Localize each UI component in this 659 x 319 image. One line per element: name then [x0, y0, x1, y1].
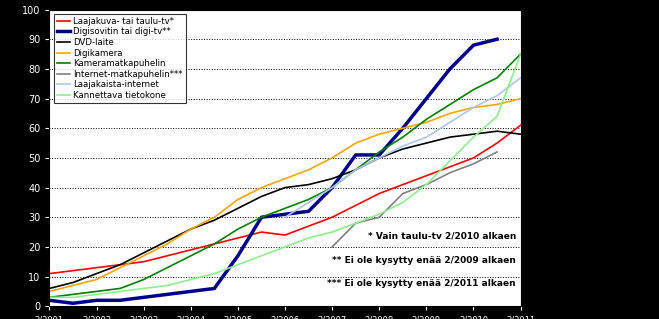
Text: *** Ei ole kysytty enää 2/2011 alkaen: *** Ei ole kysytty enää 2/2011 alkaen	[328, 279, 516, 288]
Text: ** Ei ole kysytty enää 2/2009 alkaen: ** Ei ole kysytty enää 2/2009 alkaen	[332, 256, 516, 265]
Text: * Vain taulu-tv 2/2010 alkaen: * Vain taulu-tv 2/2010 alkaen	[368, 232, 516, 241]
Legend: Laajakuva- tai taulu-tv*, Digisovitin tai digi-tv**, DVD-laite, Digikamera, Kame: Laajakuva- tai taulu-tv*, Digisovitin ta…	[54, 14, 186, 103]
